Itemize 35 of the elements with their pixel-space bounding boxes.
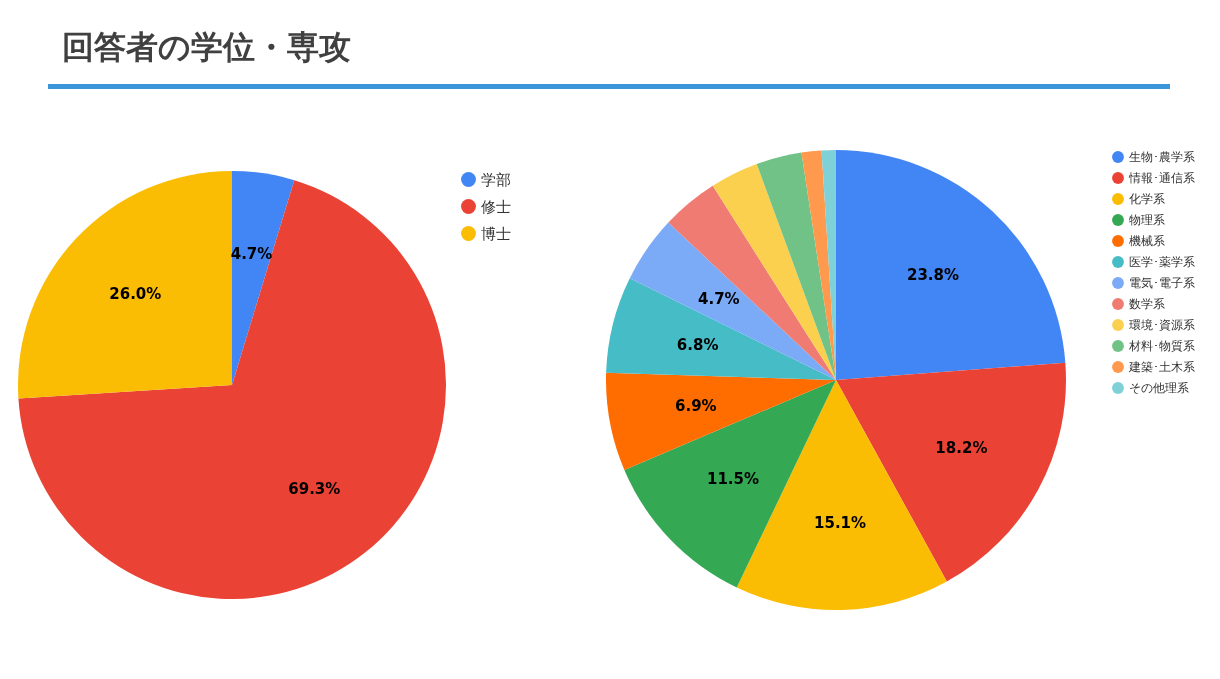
legend-label: 医学･薬学系: [1129, 255, 1195, 269]
pie-slice: [606, 278, 836, 380]
data-label: 69.3%: [288, 480, 341, 499]
legend-label: 数学系: [1129, 297, 1165, 311]
legend-label: 環境･資源系: [1129, 318, 1195, 332]
pie-slice: [668, 185, 836, 380]
data-label: 15.1%: [814, 513, 867, 532]
pie-slice: [18, 171, 232, 399]
pie-slice: [606, 372, 836, 471]
legend-label: 学部: [481, 170, 511, 189]
pie-slice: [232, 171, 295, 385]
pie-slice: [756, 152, 836, 380]
chart-title: 回答者の学位・専攻: [62, 27, 351, 68]
pie-slice: [629, 222, 836, 380]
data-label: 6.8%: [676, 336, 719, 355]
legend-label: 博士: [481, 224, 511, 243]
data-label: 23.8%: [906, 266, 959, 285]
data-label: 6.9%: [675, 397, 717, 416]
data-label: 18.2%: [935, 438, 988, 457]
pie-slice: [836, 150, 1066, 380]
legend-label: 材料･物質系: [1128, 339, 1195, 353]
legend-label: 生物･農学系: [1129, 150, 1195, 164]
legend-label: 物理系: [1129, 213, 1165, 227]
legend-label: 機械系: [1129, 234, 1165, 248]
legend-label: その他理系: [1129, 381, 1189, 395]
pie-slice: [18, 180, 446, 599]
legend-label: 情報･通信系: [1128, 171, 1195, 185]
pie-slice: [801, 150, 836, 380]
data-label: 26.0%: [109, 285, 162, 304]
legend-label: 電気･電子系: [1129, 276, 1195, 290]
data-label: 11.5%: [706, 469, 759, 488]
legend-label: 修士: [481, 197, 511, 216]
data-label: 4.7%: [698, 289, 740, 308]
legend-label: 化学系: [1129, 192, 1165, 206]
legend-label: 建築･土木系: [1128, 360, 1195, 374]
